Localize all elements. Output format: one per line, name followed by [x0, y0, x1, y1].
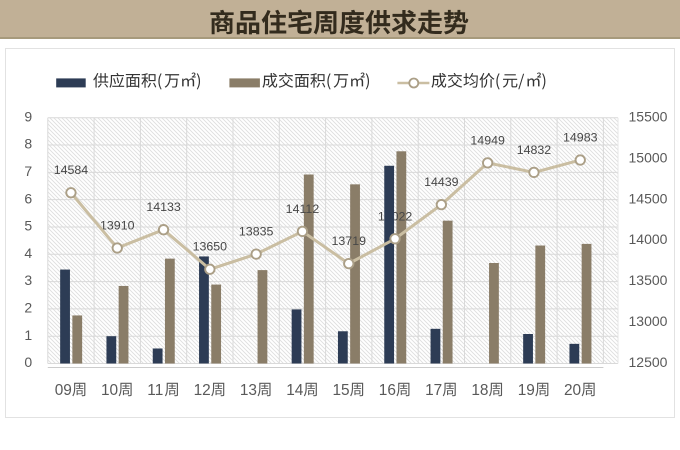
svg-text:14832: 14832: [517, 143, 552, 157]
svg-text:13910: 13910: [100, 218, 135, 232]
svg-text:14584: 14584: [54, 163, 89, 177]
svg-text:14022: 14022: [378, 209, 413, 223]
svg-text:14949: 14949: [470, 133, 505, 147]
svg-text:14439: 14439: [424, 175, 459, 189]
svg-text:7: 7: [24, 163, 32, 179]
svg-text:8: 8: [24, 136, 32, 152]
svg-text:18: 18: [471, 382, 488, 399]
svg-text:15500: 15500: [629, 108, 668, 124]
svg-text:13719: 13719: [332, 234, 367, 248]
svg-text:16: 16: [379, 382, 396, 399]
svg-text:13500: 13500: [629, 272, 668, 288]
svg-text:19: 19: [518, 382, 535, 399]
svg-text:13000: 13000: [629, 313, 668, 329]
svg-text:13835: 13835: [239, 225, 274, 239]
svg-text:14133: 14133: [146, 200, 181, 214]
svg-text:1: 1: [24, 327, 32, 343]
svg-text:5: 5: [24, 218, 32, 234]
svg-text:14983: 14983: [563, 131, 598, 145]
svg-text:14112: 14112: [286, 202, 320, 216]
svg-text:14000: 14000: [629, 231, 668, 247]
svg-text:20: 20: [564, 382, 581, 399]
svg-text:6: 6: [24, 190, 32, 206]
svg-text:17: 17: [425, 382, 442, 399]
svg-text:15000: 15000: [629, 149, 668, 165]
svg-text:12: 12: [194, 382, 211, 399]
svg-text:11: 11: [147, 382, 163, 399]
svg-text:4: 4: [24, 245, 32, 261]
svg-text:14500: 14500: [629, 190, 668, 206]
svg-text:10: 10: [101, 382, 118, 399]
svg-text:2: 2: [24, 300, 32, 316]
svg-text:3: 3: [24, 272, 32, 288]
svg-text:13650: 13650: [193, 240, 228, 254]
svg-text:09: 09: [55, 382, 72, 399]
svg-text:14: 14: [286, 382, 304, 399]
svg-text:12500: 12500: [629, 354, 668, 370]
svg-text:0: 0: [24, 354, 32, 370]
svg-text:15: 15: [332, 382, 349, 399]
svg-text:13: 13: [240, 382, 257, 399]
svg-text:9: 9: [24, 108, 32, 124]
